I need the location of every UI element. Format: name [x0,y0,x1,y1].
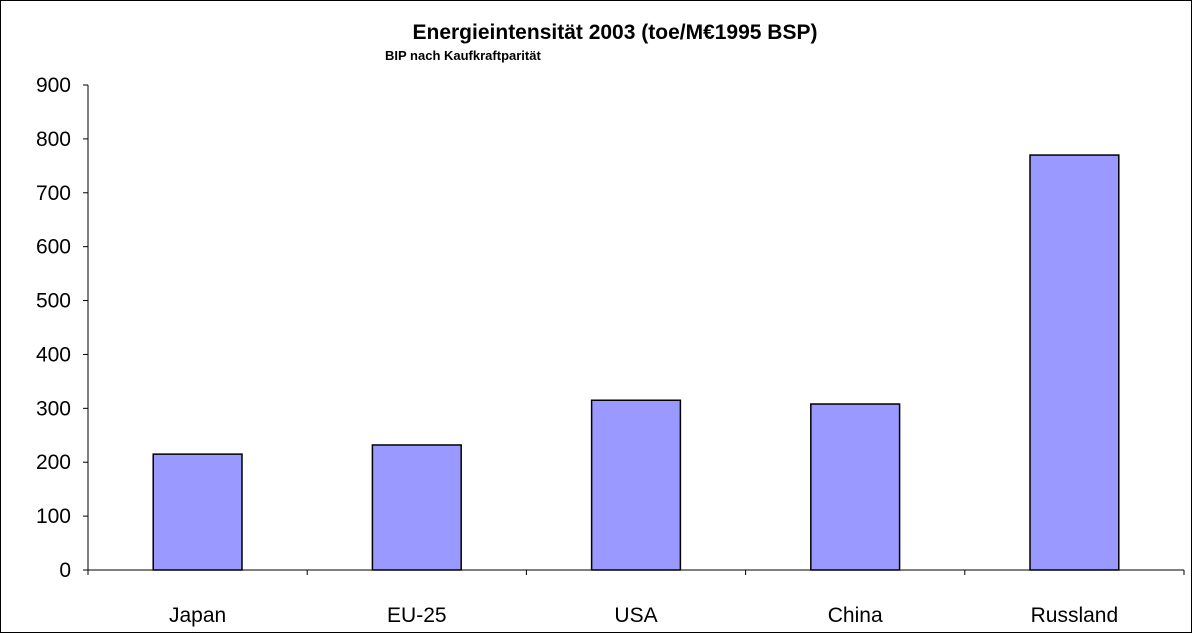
y-tick-label: 100 [36,505,71,528]
bar-japan [152,453,243,571]
bar-china [810,403,901,571]
category-label: Russland [1031,604,1119,627]
category-label: China [828,604,883,627]
bar-russland [1029,154,1120,571]
y-tick-label: 0 [59,559,71,582]
chart-title: Energieintensität 2003 (toe/M€1995 BSP) [413,21,818,44]
y-tick-label: 200 [36,451,71,474]
bars [152,154,1120,571]
bar-usa [590,399,682,571]
category-label: USA [614,604,657,627]
bar-eu-25 [371,444,462,571]
x-ticks [87,570,1185,575]
chart-subtitle: BIP nach Kaufkraftparität [385,48,541,63]
y-tick-label: 700 [36,182,71,205]
category-labels: Japan EU-25 USA China Russland [169,604,1118,627]
y-tick-label: 800 [36,128,71,151]
y-tick-label: 900 [36,74,71,97]
y-ticks: 0 100 200 300 400 500 600 700 800 900 [36,74,88,582]
y-tick-label: 600 [36,236,71,259]
y-tick-label: 400 [36,343,71,366]
y-tick-label: 300 [36,397,71,420]
category-label: Japan [169,604,226,627]
category-label: EU-25 [387,604,447,627]
y-tick-label: 500 [36,290,71,313]
